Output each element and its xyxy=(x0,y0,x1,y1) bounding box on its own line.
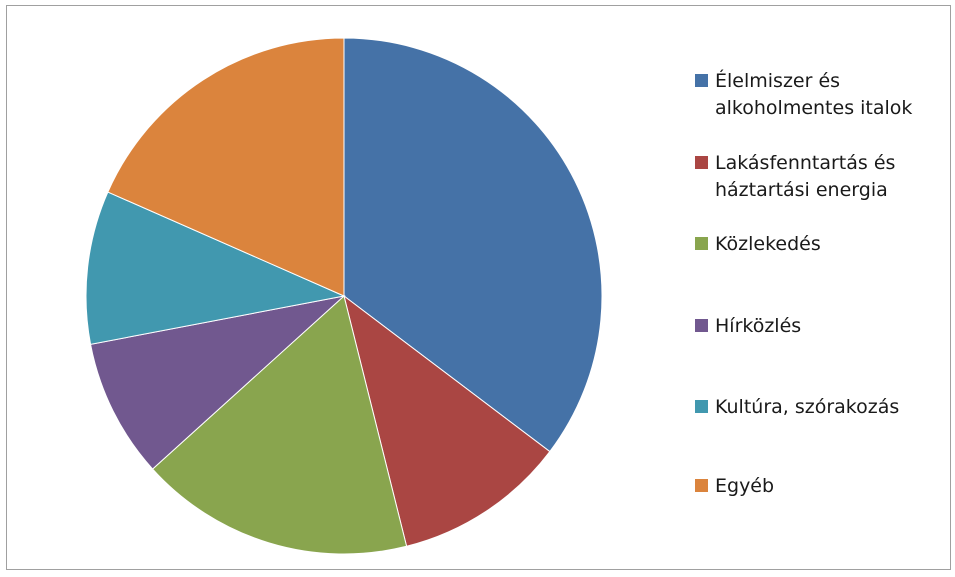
legend-item-hirkozles: Hírközlés xyxy=(695,313,950,340)
legend-item-kozlekedes: Közlekedés xyxy=(695,231,950,258)
legend-item-egyeb: Egyéb xyxy=(695,473,950,500)
legend-swatch xyxy=(695,319,708,332)
pie-slice-3 xyxy=(89,295,346,470)
legend-swatch xyxy=(695,479,708,492)
pie-slice-2 xyxy=(151,295,408,555)
legend-item-elelmiszer: Élelmiszer és alkoholmentes italok xyxy=(695,68,950,122)
legend-item-lakasfenntartas: Lakásfenntartás és háztartási energia xyxy=(695,150,950,204)
legend-label: Egyéb xyxy=(715,475,775,497)
legend-label: Hírközlés xyxy=(715,315,802,337)
legend-item-kultura: Kultúra, szórakozás xyxy=(695,394,950,421)
pie-slice-5 xyxy=(107,37,345,297)
legend-swatch xyxy=(695,237,708,250)
pie-slice-1 xyxy=(343,294,551,547)
pie-chart xyxy=(85,37,603,555)
legend-label: Közlekedés xyxy=(715,233,821,255)
legend-swatch xyxy=(695,400,708,413)
legend-swatch xyxy=(695,74,708,87)
chart-frame: Élelmiszer és alkoholmentes italok Lakás… xyxy=(6,5,951,570)
legend-label: Lakásfenntartás és háztartási energia xyxy=(715,152,896,201)
legend-label: Élelmiszer és alkoholmentes italok xyxy=(715,70,913,119)
pie-slice-4 xyxy=(85,191,346,345)
pie-slice-0 xyxy=(343,37,603,453)
legend-swatch xyxy=(695,156,708,169)
legend-label: Kultúra, szórakozás xyxy=(715,396,900,418)
